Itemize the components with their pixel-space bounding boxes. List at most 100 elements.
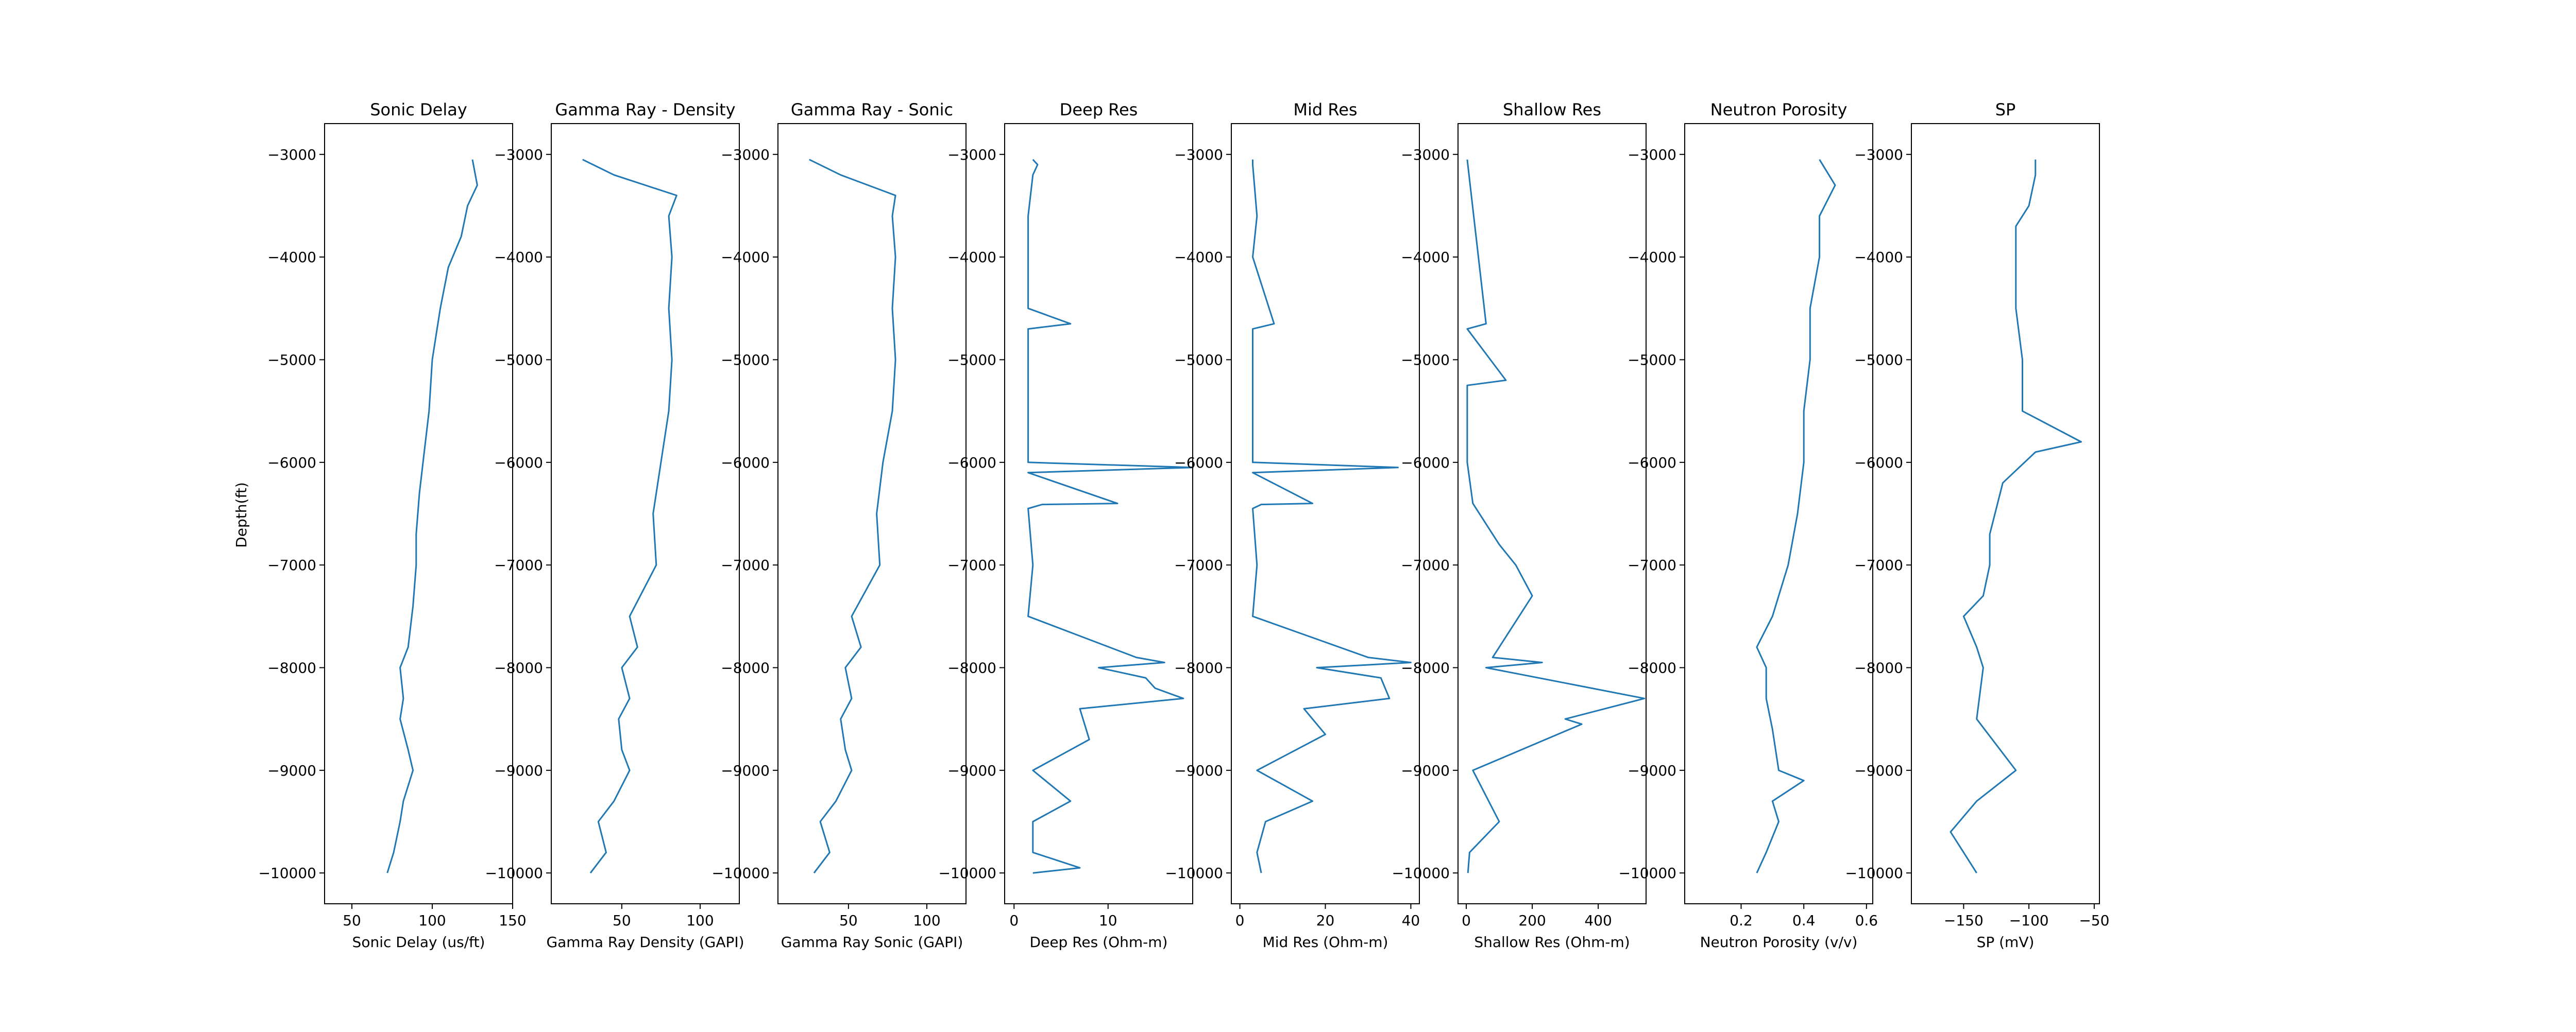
axes-frame (1911, 123, 2100, 904)
y-tick-label: −6000 (721, 454, 770, 471)
chart-panel-3: Deep Res Deep Res (Ohm-m) 0 10 −3000 −4000 −50… (938, 100, 1194, 951)
axes-frame (777, 123, 967, 904)
x-tick-label: 50 (839, 912, 858, 929)
y-tick-label: −8000 (1628, 660, 1676, 677)
y-tick-label: −7000 (1628, 557, 1676, 574)
y-tick-label: −10000 (1392, 865, 1450, 882)
chart-title: Shallow Res (1503, 100, 1601, 119)
y-tick-label: −8000 (267, 660, 316, 677)
y-tick-label: −7000 (1854, 557, 1903, 574)
y-tick-label: −7000 (721, 557, 770, 574)
y-tick-label: −5000 (267, 351, 316, 368)
y-tick-label: −9000 (721, 762, 770, 779)
y-tick-label: −8000 (1854, 660, 1903, 677)
y-tick-label: −3000 (494, 146, 543, 163)
y-tick-label: −8000 (1174, 660, 1223, 677)
chart-title: Mid Res (1293, 100, 1357, 119)
x-tick-label: 20 (1316, 912, 1335, 929)
axes-frame (1684, 123, 1873, 904)
x-tick-label: 10 (1099, 912, 1117, 929)
series-line-0 (1252, 159, 1412, 873)
chart-title: Deep Res (1060, 100, 1138, 119)
y-tick-label: −4000 (267, 249, 316, 266)
chart-title: Gamma Ray - Density (555, 100, 735, 119)
y-tick-label: −8000 (494, 660, 543, 677)
y-tick-label: −7000 (1174, 557, 1223, 574)
y-tick-label: −4000 (1401, 249, 1450, 266)
axes-frame (1231, 123, 1420, 904)
y-tick-label: −7000 (947, 557, 996, 574)
y-tick-label: −7000 (1401, 557, 1450, 574)
y-tick-label: −10000 (258, 865, 316, 882)
y-tick-label: −10000 (1618, 865, 1676, 882)
y-tick-label: −5000 (1174, 351, 1223, 368)
y-tick-label: −5000 (1628, 351, 1676, 368)
x-axis-label: Shallow Res (Ohm-m) (1474, 934, 1630, 951)
y-tick-label: −9000 (947, 762, 996, 779)
x-tick-label: 100 (913, 912, 940, 929)
y-tick-label: −5000 (947, 351, 996, 368)
y-tick-label: −3000 (1854, 146, 1903, 163)
x-tick-label: 100 (686, 912, 714, 929)
chart-title: Gamma Ray - Sonic (791, 100, 953, 119)
y-tick-label: −3000 (947, 146, 996, 163)
y-tick-label: −7000 (267, 557, 316, 574)
chart-title: Neutron Porosity (1710, 100, 1848, 119)
y-tick-label: −3000 (721, 146, 770, 163)
y-tick-label: −4000 (1174, 249, 1223, 266)
x-axis-label: Neutron Porosity (v/v) (1700, 934, 1858, 951)
chart-title: Sonic Delay (370, 100, 467, 119)
y-tick-label: −8000 (1401, 660, 1450, 677)
x-tick-label: 50 (343, 912, 361, 929)
y-tick-label: −3000 (1628, 146, 1676, 163)
series-line-0 (1950, 159, 2082, 874)
y-tick-label: −5000 (494, 351, 543, 368)
chart-title: SP (1995, 100, 2016, 119)
y-tick-label: −8000 (947, 660, 996, 677)
y-tick-label: −4000 (494, 249, 543, 266)
y-tick-label: −5000 (1854, 351, 1903, 368)
y-tick-label: −8000 (721, 660, 770, 677)
x-tick-label: 100 (418, 912, 446, 929)
y-tick-label: −6000 (494, 454, 543, 471)
axes-frame (1004, 123, 1193, 904)
x-tick-label: 150 (499, 912, 526, 929)
y-tick-label: −3000 (1174, 146, 1223, 163)
series-line-0 (809, 159, 896, 874)
series-line-0 (1466, 159, 1646, 873)
y-tick-label: −4000 (1628, 249, 1676, 266)
x-tick-label: 0.6 (1855, 912, 1878, 929)
x-axis-label: Mid Res (Ohm-m) (1263, 934, 1388, 951)
x-axis-label: SP (mV) (1977, 934, 2035, 951)
x-axis-label: Deep Res (Ohm-m) (1030, 934, 1168, 951)
y-tick-label: −10000 (711, 865, 770, 882)
y-tick-label: −10000 (485, 865, 543, 882)
x-axis-label: Gamma Ray Density (GAPI) (546, 934, 744, 951)
y-tick-label: −6000 (1401, 454, 1450, 471)
y-tick-label: −5000 (1401, 351, 1450, 368)
chart-panel-7: SP SP (mV) −150 −100 −50 −3000 −4000 −5000 −6000… (1845, 100, 2109, 951)
x-axis-label: Gamma Ray Sonic (GAPI) (781, 934, 963, 951)
y-tick-label: −3000 (1401, 146, 1450, 163)
y-tick-label: −10000 (1845, 865, 1903, 882)
y-tick-label: −5000 (721, 351, 770, 368)
x-tick-label: 0.2 (1730, 912, 1753, 929)
chart-panel-4: Mid Res Mid Res (Ohm-m) 0 20 40 −3000 −4000 −50… (1165, 100, 1420, 951)
chart-panel-0: Sonic Delay Sonic Delay (us/ft) 50 100 150 −3… (258, 100, 526, 951)
y-tick-label: −3000 (267, 146, 316, 163)
y-tick-label: −4000 (1854, 249, 1903, 266)
figure-y-axis-label: Depth(ft) (233, 482, 250, 547)
x-tick-label: −100 (2009, 912, 2049, 929)
axes-frame (1458, 123, 1647, 904)
x-tick-label: −50 (2079, 912, 2109, 929)
chart-panel-1: Gamma Ray - Density Gamma Ray Density (GA… (485, 100, 744, 951)
y-tick-label: −9000 (267, 762, 316, 779)
chart-panel-5: Shallow Res Shallow Res (Ohm-m)0 200 400 −30… (1392, 100, 1647, 951)
series-line-0 (582, 159, 677, 874)
series-line-0 (1027, 159, 1194, 874)
axes-frame (551, 123, 740, 904)
y-tick-label: −9000 (1401, 762, 1450, 779)
x-tick-label: 200 (1518, 912, 1546, 929)
